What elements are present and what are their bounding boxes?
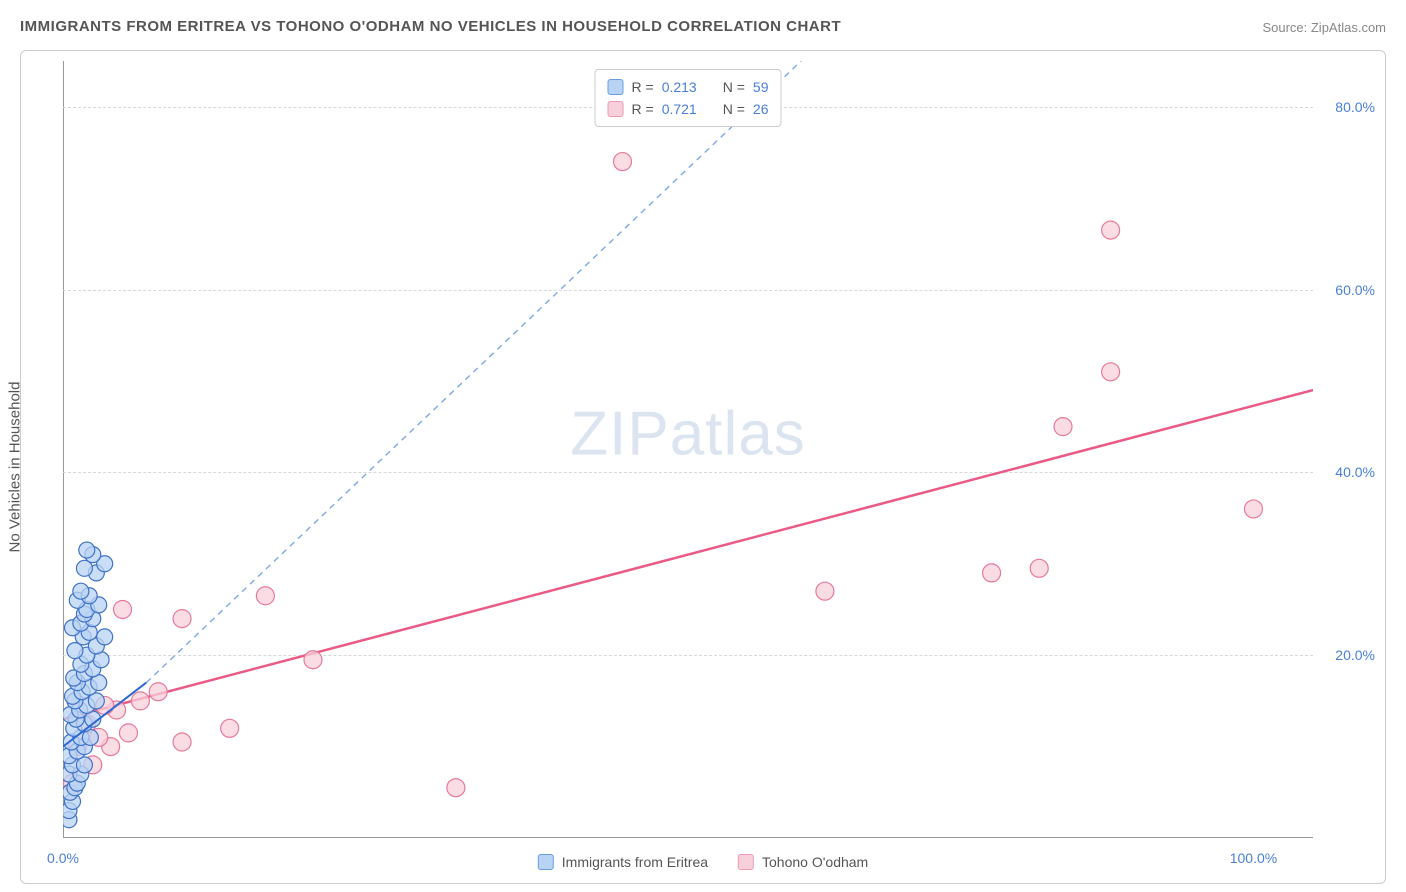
pink-point bbox=[447, 779, 465, 797]
n-value-1: 59 bbox=[753, 76, 769, 98]
blue-point bbox=[79, 542, 95, 558]
x-tick-min: 0.0% bbox=[47, 850, 79, 866]
legend-item-pink: Tohono O'odham bbox=[738, 854, 868, 870]
y-tick-label: 20.0% bbox=[1335, 647, 1375, 663]
legend-label-pink: Tohono O'odham bbox=[762, 854, 868, 870]
r-value-2: 0.721 bbox=[662, 98, 697, 120]
pink-point bbox=[1244, 500, 1262, 518]
legend-swatch-pink bbox=[608, 101, 624, 117]
blue-extrapolation-line bbox=[146, 61, 801, 683]
plot-svg bbox=[63, 61, 1313, 838]
pink-point bbox=[1102, 363, 1120, 381]
pink-point bbox=[173, 610, 191, 628]
pink-regression-line bbox=[63, 390, 1313, 719]
pink-point bbox=[1102, 221, 1120, 239]
pink-point bbox=[1030, 559, 1048, 577]
r-label: R = bbox=[632, 76, 654, 98]
pink-point bbox=[1054, 418, 1072, 436]
pink-point bbox=[816, 582, 834, 600]
y-tick-label: 40.0% bbox=[1335, 464, 1375, 480]
n-label: N = bbox=[723, 98, 745, 120]
pink-point bbox=[256, 587, 274, 605]
pink-point bbox=[131, 692, 149, 710]
legend-row-1: R = 0.213 N = 59 bbox=[608, 76, 769, 98]
y-tick-label: 80.0% bbox=[1335, 99, 1375, 115]
n-label: N = bbox=[723, 76, 745, 98]
pink-point bbox=[983, 564, 1001, 582]
legend-swatch-blue-icon bbox=[538, 854, 554, 870]
chart-title: IMMIGRANTS FROM ERITREA VS TOHONO O'ODHA… bbox=[20, 18, 841, 35]
source-label: Source: ZipAtlas.com bbox=[1262, 20, 1386, 35]
pink-point bbox=[614, 153, 632, 171]
legend-series: Immigrants from Eritrea Tohono O'odham bbox=[538, 854, 868, 870]
legend-swatch-blue bbox=[608, 79, 624, 95]
legend-correlation: R = 0.213 N = 59 R = 0.721 N = 26 bbox=[595, 69, 782, 127]
blue-point bbox=[73, 583, 89, 599]
y-axis-label: No Vehicles in Household bbox=[7, 382, 24, 553]
legend-label-blue: Immigrants from Eritrea bbox=[562, 854, 708, 870]
pink-point bbox=[173, 733, 191, 751]
pink-point bbox=[114, 600, 132, 618]
blue-point bbox=[97, 629, 113, 645]
pink-point bbox=[304, 651, 322, 669]
legend-item-blue: Immigrants from Eritrea bbox=[538, 854, 708, 870]
n-value-2: 26 bbox=[753, 98, 769, 120]
x-tick-max: 100.0% bbox=[1230, 850, 1277, 866]
pink-point bbox=[221, 719, 239, 737]
pink-point bbox=[119, 724, 137, 742]
y-tick-label: 60.0% bbox=[1335, 282, 1375, 298]
plot-area: ZIPatlas 20.0%40.0%60.0%80.0% 0.0% 100.0… bbox=[63, 61, 1313, 838]
chart-container: No Vehicles in Household ZIPatlas 20.0%4… bbox=[20, 50, 1386, 884]
r-value-1: 0.213 bbox=[662, 76, 697, 98]
pink-point bbox=[149, 683, 167, 701]
legend-row-2: R = 0.721 N = 26 bbox=[608, 98, 769, 120]
r-label: R = bbox=[632, 98, 654, 120]
legend-swatch-pink-icon bbox=[738, 854, 754, 870]
